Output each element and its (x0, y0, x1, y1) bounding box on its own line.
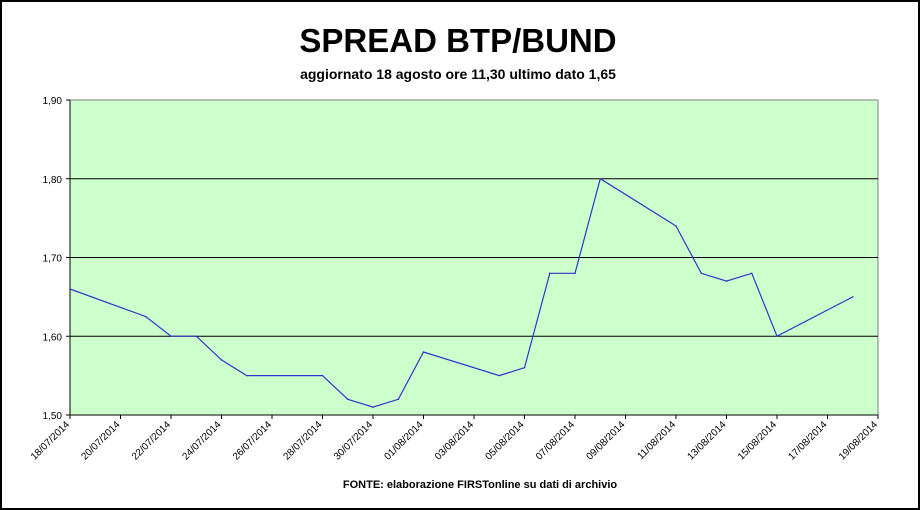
data-point (422, 351, 425, 353)
grid-lines (70, 178, 878, 337)
data-point (776, 335, 778, 338)
x-tick-label: 01/08/2014 (382, 419, 425, 462)
data-point (851, 296, 854, 298)
data-point (346, 398, 349, 401)
x-tick-label: 13/08/2014 (685, 419, 728, 462)
data-point (397, 398, 400, 401)
x-tick-label: 28/07/2014 (281, 419, 324, 462)
data-point (220, 359, 223, 361)
x-tick-label: 19/08/2014 (837, 419, 880, 462)
chart-title: SPREAD BTP/BUND (299, 22, 617, 59)
data-point (574, 272, 576, 275)
data-point (675, 225, 677, 227)
data-point (725, 280, 728, 282)
data-point (599, 177, 602, 180)
data-point (750, 272, 753, 275)
data-point (700, 272, 703, 275)
x-tick-label: 07/08/2014 (534, 419, 577, 462)
x-tick-label: 22/07/2014 (130, 419, 173, 462)
x-tick-label: 24/07/2014 (180, 419, 223, 462)
chart-subtitle: aggiornato 18 agosto ore 11,30 ultimo da… (300, 66, 616, 82)
data-point (195, 335, 198, 338)
data-point (372, 406, 374, 408)
source-note: FONTE: elaborazione FIRSTonline su dati … (342, 479, 618, 491)
y-tick-label: 1,80 (43, 175, 63, 186)
axes (66, 99, 879, 419)
x-tick-label: 26/07/2014 (231, 419, 274, 462)
x-tick-label: 05/08/2014 (483, 419, 526, 462)
x-tick-label: 11/08/2014 (635, 419, 678, 462)
data-series (69, 177, 854, 408)
spread-series-line (69, 177, 854, 408)
data-point (170, 335, 172, 338)
data-point (548, 272, 551, 275)
y-tick-label: 1,90 (43, 96, 63, 107)
data-point (245, 374, 248, 377)
x-tick-label: 03/08/2014 (433, 419, 476, 462)
x-tick-label: 30/07/2014 (332, 419, 375, 462)
x-tick-label: 20/07/2014 (79, 419, 122, 462)
x-tick-label: 15/08/2014 (736, 419, 779, 462)
y-tick-label: 1,60 (43, 332, 63, 343)
x-tick-label: 18/07/2014 (29, 419, 72, 462)
x-tick-label: 17/08/2014 (786, 419, 829, 462)
x-tick-label: 09/08/2014 (584, 419, 627, 462)
data-point (144, 315, 147, 318)
y-tick-label: 1,70 (43, 254, 63, 265)
data-point (498, 374, 501, 377)
y-tick-label: 1,50 (43, 411, 63, 422)
data-point (523, 366, 526, 369)
data-point (321, 374, 324, 377)
data-point (69, 288, 71, 290)
